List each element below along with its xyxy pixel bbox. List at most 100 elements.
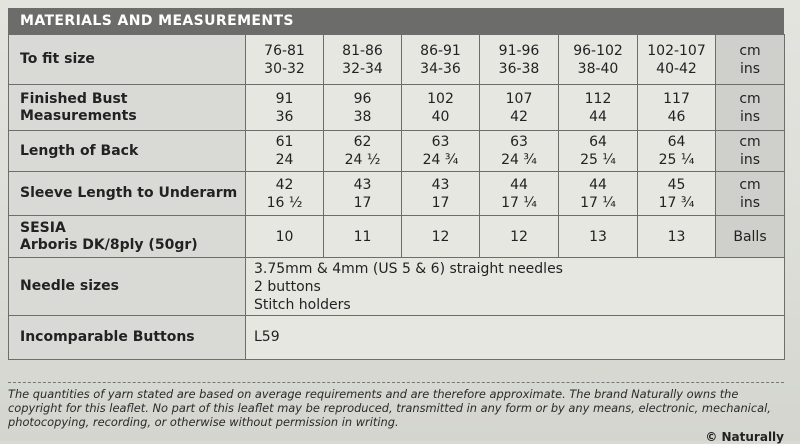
unit-cell: cm ins [715,130,785,172]
cell-line: SESIA [20,219,66,236]
cell-line: 43 [353,176,372,193]
row-label: Finished Bust Measurements [8,84,246,131]
section-header: MATERIALS AND MEASUREMENTS [8,8,784,34]
size-value-cell: 42 16 ½ [245,171,324,216]
cell-line: 63 [431,134,450,150]
size-value-cell: 102 40 [401,84,480,131]
size-value-cell: 102-107 40-42 [637,34,716,85]
cell-line: 64 [589,134,607,150]
size-value-cell: 63 24 ¾ [401,130,480,172]
cell-line: 2 buttons [254,278,321,295]
cell-line: 34-36 [420,60,461,77]
cell-line: 24 ¾ [501,152,537,168]
cell-line: 96 [353,90,372,107]
cell-line: Arboris DK/8ply (50gr) [20,236,198,253]
row-label: Length of Back [8,130,246,172]
cell-line: 17 [353,194,372,211]
table-row: To fit size 76-81 30-32 81-86 32-34 86-91 34-3… [8,34,785,85]
cell-line: ins [739,152,761,168]
row-label: SESIA Arboris DK/8ply (50gr) [8,215,246,258]
cell-line: 44 [589,108,607,125]
size-value-cell: 11 [323,215,402,258]
cell-line: 44 [589,176,607,193]
table-row: Incomparable Buttons L59 [8,315,785,360]
cell-line: 40-42 [656,60,697,77]
cell-line: ins [739,194,761,211]
cell-line: 17 [431,194,450,211]
cell-line: 38 [353,108,372,125]
size-value-cell: 63 24 ¾ [479,130,559,172]
cell-line: 36-38 [498,60,540,77]
cell-line: 117 [663,90,690,107]
size-value-cell: 62 24 ½ [323,130,402,172]
unit-cell: cm ins [715,171,785,216]
cell-line: 42 [510,108,528,125]
table-row: Finished Bust Measurements 91 36 96 38 102 40 10… [8,84,785,131]
cell-line: 76-81 [264,42,305,59]
cell-line: cm [739,134,761,150]
unit-cell: cm ins [715,34,785,85]
needles-label: Needle sizes [8,257,246,316]
needles-details: 3.75mm & 4mm (US 5 & 6) straight needles… [245,257,785,316]
cell-line: 38-40 [577,60,619,77]
cell-line: 96-102 [573,42,623,59]
cell-line: 11 [353,228,372,245]
cell-line: 86-91 [420,42,461,59]
copyright-disclaimer: The quantities of yarn stated are based … [8,387,771,429]
cell-line: 64 [667,134,686,150]
cell-line: 3.75mm & 4mm (US 5 & 6) straight needles [254,260,563,277]
cell-line: 17 ¼ [580,194,616,211]
cell-line: ins [739,60,761,77]
size-value-cell: 13 [637,215,716,258]
table-row: Length of Back 61 24 62 24 ½ 63 24 ¾ 63 24 ¾ 64 25… [8,130,785,172]
cell-line: 46 [667,108,686,125]
size-value-cell: 117 46 [637,84,716,131]
cell-line: 24 ½ [344,152,381,168]
cell-line: 61 [275,134,294,150]
size-value-cell: 91 36 [245,84,324,131]
cell-line: 30-32 [264,60,305,77]
cell-line: 16 ½ [266,194,303,211]
size-value-cell: 45 17 ¾ [637,171,716,216]
row-label: Sleeve Length to Underarm [8,171,246,216]
cell-line: 43 [431,176,450,193]
cell-line: 102 [427,90,454,107]
cell-line: 112 [584,90,612,107]
size-value-cell: 112 44 [558,84,638,131]
cell-line: cm [739,176,761,193]
cell-line: 24 [275,152,294,168]
cell-line: 102-107 [647,42,706,59]
cell-line: 25 ¼ [658,152,695,168]
size-value-cell: 44 17 ¼ [558,171,638,216]
size-value-cell: 64 25 ¼ [558,130,638,172]
size-value-cell: 76-81 30-32 [245,34,324,85]
size-value-cell: 13 [558,215,638,258]
cell-line: 63 [510,134,528,150]
size-value-cell: 61 24 [245,130,324,172]
cell-line: 44 [510,176,528,193]
cell-line: 107 [505,90,533,107]
table-row: Needle sizes 3.75mm & 4mm (US 5 & 6) stra… [8,257,785,316]
unit-cell: cm ins [715,84,785,131]
size-value-cell: 64 25 ¼ [637,130,716,172]
cell-line: 62 [353,134,372,150]
cell-line: 91-96 [498,42,540,59]
brand-credit: © Naturally [705,430,784,444]
size-value-cell: 12 [401,215,480,258]
cell-line: cm [739,90,761,107]
cell-line: 81-86 [342,42,383,59]
cell-line: 45 [667,176,686,193]
cell-line: 12 [510,228,528,245]
cell-line: cm [739,42,761,59]
size-value-cell: 96 38 [323,84,402,131]
cell-line: 10 [275,228,294,245]
cell-line: 40 [431,108,450,125]
size-value-cell: 10 [245,215,324,258]
cell-line: 91 [275,90,294,107]
cell-line: 42 [275,176,294,193]
size-value-cell: 81-86 32-34 [323,34,402,85]
size-value-cell: 44 17 ¼ [479,171,559,216]
size-value-cell: 12 [479,215,559,258]
unit-cell: Balls [715,215,785,258]
